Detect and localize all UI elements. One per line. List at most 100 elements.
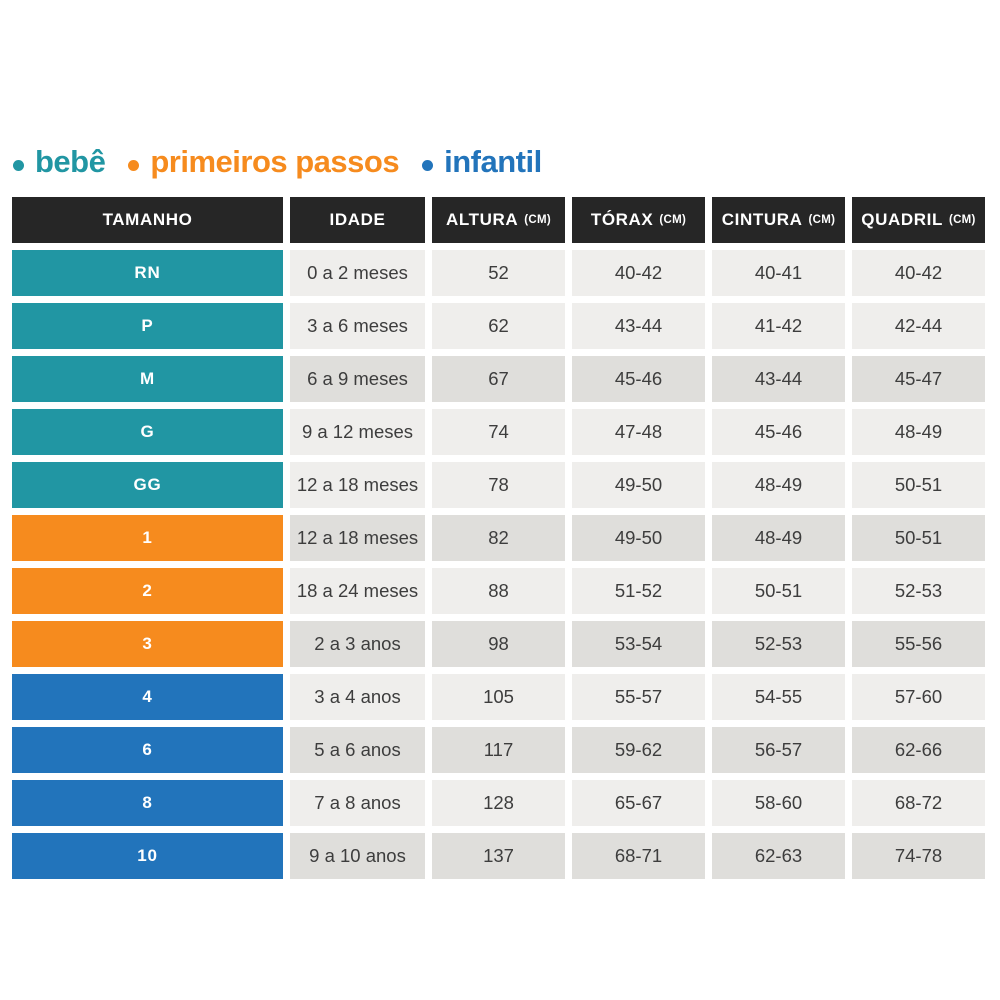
column-header-label: QUADRIL [861,210,943,229]
size-cell-gg: GG [12,462,283,508]
bullet-icon [422,159,434,171]
data-cell-p-cintura: 41-42 [712,303,845,349]
column-header-label: IDADE [329,210,386,229]
data-cell-1-cintura: 48-49 [712,515,845,561]
column-header-unit: (CM) [948,214,976,226]
data-cell-3-cintura: 52-53 [712,621,845,667]
data-cell-gg-idade: 12 a 18 meses [290,462,425,508]
size-cell-3: 3 [12,621,283,667]
size-cell-10: 10 [12,833,283,879]
size-cell-8: 8 [12,780,283,826]
data-cell-6-cintura: 56-57 [712,727,845,773]
data-cell-p-idade: 3 a 6 meses [290,303,425,349]
legend-item-infantil: infantil [422,144,542,180]
size-cell-4: 4 [12,674,283,720]
data-cell-6-quadril: 62-66 [852,727,985,773]
data-cell-gg-quadril: 50-51 [852,462,985,508]
data-cell-10-altura: 137 [432,833,565,879]
data-cell-rn-quadril: 40-42 [852,250,985,296]
data-cell-4-cintura: 54-55 [712,674,845,720]
legend-item-bebe: bebê [13,144,106,180]
size-cell-1: 1 [12,515,283,561]
data-cell-2-torax: 51-52 [572,568,705,614]
size-cell-2: 2 [12,568,283,614]
legend-label-infantil: infantil [444,144,542,179]
data-cell-6-altura: 117 [432,727,565,773]
data-cell-1-quadril: 50-51 [852,515,985,561]
data-cell-g-altura: 74 [432,409,565,455]
size-cell-m: M [12,356,283,402]
data-cell-g-cintura: 45-46 [712,409,845,455]
data-cell-rn-cintura: 40-41 [712,250,845,296]
data-cell-m-torax: 45-46 [572,356,705,402]
data-cell-p-torax: 43-44 [572,303,705,349]
column-header-tamanho: TAMANHO [12,197,283,243]
data-cell-3-altura: 98 [432,621,565,667]
size-cell-rn: RN [12,250,283,296]
size-cell-g: G [12,409,283,455]
data-cell-3-idade: 2 a 3 anos [290,621,425,667]
column-header-label: TAMANHO [102,210,193,229]
column-header-altura: ALTURA (CM) [432,197,565,243]
data-cell-1-torax: 49-50 [572,515,705,561]
data-cell-10-torax: 68-71 [572,833,705,879]
data-cell-10-idade: 9 a 10 anos [290,833,425,879]
column-header-torax: TÓRAX (CM) [572,197,705,243]
data-cell-m-idade: 6 a 9 meses [290,356,425,402]
data-cell-8-quadril: 68-72 [852,780,985,826]
data-cell-g-idade: 9 a 12 meses [290,409,425,455]
data-cell-gg-altura: 78 [432,462,565,508]
legend-label-bebe: bebê [35,144,106,179]
data-cell-p-quadril: 42-44 [852,303,985,349]
bullet-icon [13,159,24,171]
data-cell-10-quadril: 74-78 [852,833,985,879]
legend: bebê primeiros passos infantil [13,144,542,180]
data-cell-1-idade: 12 a 18 meses [290,515,425,561]
data-cell-2-altura: 88 [432,568,565,614]
data-cell-rn-torax: 40-42 [572,250,705,296]
data-cell-2-idade: 18 a 24 meses [290,568,425,614]
data-cell-8-altura: 128 [432,780,565,826]
size-table: TAMANHO IDADE ALTURA (CM) TÓRAX (CM) CINTURA (C… [12,197,985,879]
data-cell-8-torax: 65-67 [572,780,705,826]
data-cell-4-torax: 55-57 [572,674,705,720]
data-cell-8-idade: 7 a 8 anos [290,780,425,826]
column-header-label: ALTURA [446,210,519,229]
column-header-unit: (CM) [524,214,551,226]
data-cell-gg-cintura: 48-49 [712,462,845,508]
size-cell-6: 6 [12,727,283,773]
column-header-idade: IDADE [290,197,425,243]
data-cell-gg-torax: 49-50 [572,462,705,508]
data-cell-p-altura: 62 [432,303,565,349]
data-cell-rn-altura: 52 [432,250,565,296]
data-cell-4-altura: 105 [432,674,565,720]
data-cell-m-altura: 67 [432,356,565,402]
data-cell-10-cintura: 62-63 [712,833,845,879]
data-cell-m-cintura: 43-44 [712,356,845,402]
data-cell-g-torax: 47-48 [572,409,705,455]
data-cell-2-cintura: 50-51 [712,568,845,614]
legend-label-primeiros-passos: primeiros passos [150,144,400,179]
data-cell-1-altura: 82 [432,515,565,561]
data-cell-m-quadril: 45-47 [852,356,985,402]
column-header-label: CINTURA [721,210,803,229]
data-cell-6-torax: 59-62 [572,727,705,773]
data-cell-3-torax: 53-54 [572,621,705,667]
column-header-cintura: CINTURA (CM) [712,197,845,243]
column-header-quadril: QUADRIL (CM) [852,197,985,243]
data-cell-8-cintura: 58-60 [712,780,845,826]
column-header-unit: (CM) [808,214,836,226]
data-cell-3-quadril: 55-56 [852,621,985,667]
legend-item-primeiros-passos: primeiros passos [128,144,400,180]
bullet-icon [128,159,140,171]
size-cell-p: P [12,303,283,349]
data-cell-2-quadril: 52-53 [852,568,985,614]
column-header-label: TÓRAX [590,210,654,229]
data-cell-4-quadril: 57-60 [852,674,985,720]
data-cell-rn-idade: 0 a 2 meses [290,250,425,296]
data-cell-6-idade: 5 a 6 anos [290,727,425,773]
column-header-unit: (CM) [659,214,687,226]
data-cell-4-idade: 3 a 4 anos [290,674,425,720]
data-cell-g-quadril: 48-49 [852,409,985,455]
